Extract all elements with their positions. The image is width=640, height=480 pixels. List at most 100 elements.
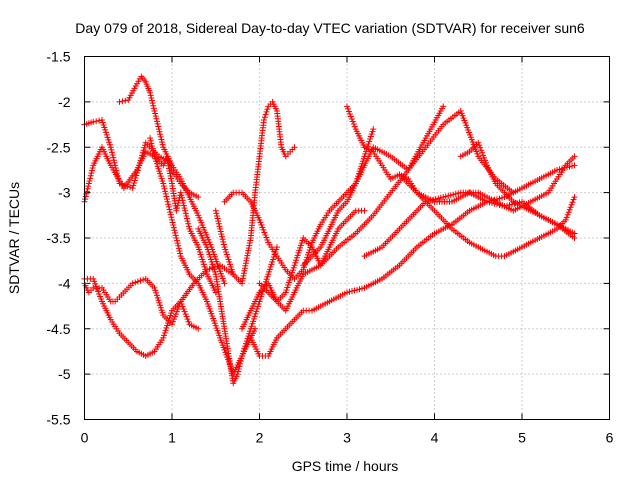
data-point [182,210,189,217]
data-point [262,231,269,238]
data-point [212,207,219,214]
data-point [163,193,170,200]
data-point [89,167,95,174]
data-point [110,154,117,161]
data-point [216,223,223,230]
data-point [161,185,168,192]
data-point [174,237,180,244]
data-point [96,117,103,124]
data-point [175,245,182,252]
data-point [159,141,166,148]
data-point [172,311,179,318]
data-point [351,123,358,130]
data-point [165,201,172,208]
data-point [109,152,116,159]
data-point [173,235,180,241]
x-axis-label: GPS time / hours [292,458,399,474]
x-tick-label: 2 [256,430,264,446]
data-point [217,228,224,235]
data-point [238,355,245,362]
data-point [89,164,96,171]
data-point [568,201,575,208]
data-point [218,231,225,238]
data-point [177,250,184,257]
data-point [175,242,182,249]
grid-lines [84,56,610,420]
data-point [179,197,186,204]
data-point [258,221,265,228]
data-point [571,153,578,160]
data-point [349,118,356,125]
data-point [177,189,184,196]
data-point [131,177,138,184]
data-point [82,193,89,200]
data-point [129,280,136,287]
data-point [215,218,222,225]
data-point [160,183,167,190]
data-point [168,214,175,221]
data-point [562,216,569,223]
data-point [183,313,190,320]
data-point [131,180,138,187]
data-point [370,126,377,133]
data-point [150,105,157,112]
x-tick-label: 3 [343,430,351,446]
data-point [214,212,220,219]
data-point [347,113,354,120]
x-tick-label: 5 [518,430,526,446]
series-track-6 [147,135,259,378]
data-point [87,172,94,179]
data-point [170,222,177,229]
data-point [176,247,183,254]
data-point [149,145,156,152]
data-point [174,202,181,209]
data-point [96,290,103,297]
data-point [141,144,148,151]
data-point [215,220,222,227]
data-point [151,107,158,114]
data-point [154,118,160,125]
data-point [179,194,185,201]
data-point [219,236,226,243]
y-tick-label: -2.5 [46,139,70,155]
data-point [147,89,154,96]
data-point [116,98,123,105]
data-point [183,212,190,219]
data-point [476,142,483,149]
data-point [182,311,189,318]
data-point [482,157,489,164]
data-point [214,263,221,270]
data-point [97,293,104,300]
y-axis-label: SDTVAR / TECUs [6,182,22,294]
data-point [170,224,177,231]
data-point [169,219,176,226]
data-point [180,202,187,209]
data-point [90,275,97,282]
data-point [169,321,175,328]
data-point [479,149,486,156]
data-point [90,118,97,125]
data-point [149,100,156,107]
series-track-8 [212,98,298,287]
data-point [256,216,263,223]
data-point [155,123,162,130]
data-point [214,215,221,222]
data-point [567,204,574,211]
data-point [109,149,115,156]
data-point [155,126,162,133]
data-point [164,198,171,205]
data-point [178,192,185,199]
data-point [264,237,271,244]
data-point [257,219,264,226]
data-point [477,144,484,151]
data-point [571,194,578,201]
data-point [181,205,188,212]
data-point [237,358,244,365]
data-point [150,148,157,155]
data-point [274,244,280,251]
data-point [172,232,179,239]
data-point [235,368,242,375]
data-point [195,325,202,332]
data-point [264,106,271,113]
data-point [147,92,154,99]
